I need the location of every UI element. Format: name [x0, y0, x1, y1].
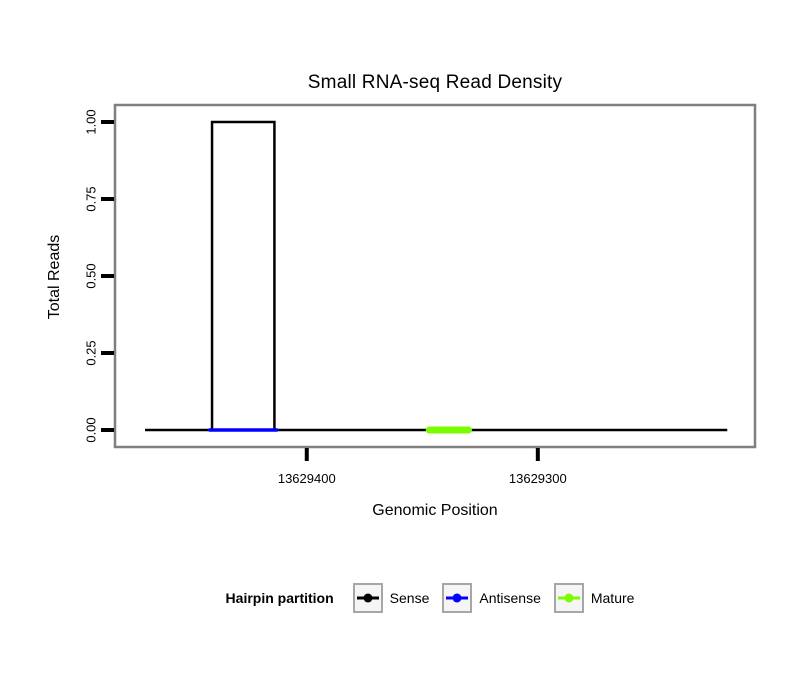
legend-entry-sense: Sense — [352, 583, 430, 613]
y-tick-label: 1.00 — [84, 109, 99, 134]
y-tick-label: 0.25 — [84, 340, 99, 365]
legend: Hairpin partition Sense Antisense Mature — [25, 583, 810, 613]
y-tick-label: 0.50 — [84, 263, 99, 288]
legend-key-glyph-icon — [557, 593, 580, 603]
legend-label: Sense — [389, 590, 430, 606]
legend-label: Mature — [590, 590, 635, 606]
plot-panel — [115, 105, 755, 447]
legend-entry-mature: Mature — [553, 583, 635, 613]
y-axis-label: Total Reads — [46, 234, 63, 320]
legend-key-antisense — [442, 583, 473, 613]
legend-key-mature — [553, 583, 584, 613]
legend-label: Antisense — [479, 590, 541, 606]
plot-panel-border — [113, 103, 757, 449]
series-sense — [145, 120, 728, 432]
x-axis-label: Genomic Position — [372, 502, 498, 519]
legend-entry-antisense: Antisense — [442, 583, 541, 613]
legend-title: Hairpin partition — [225, 590, 334, 606]
y-tick-label: 0.75 — [84, 186, 99, 211]
legend-key-sense — [352, 583, 383, 613]
chart-title: Small RNA-seq Read Density — [307, 72, 563, 93]
x-tick-label: 13629300 — [509, 471, 567, 486]
y-tick-label: 0.00 — [84, 417, 99, 442]
legend-key-glyph-icon — [356, 593, 379, 603]
legend-key-glyph-icon — [446, 593, 469, 603]
x-tick-label: 13629400 — [278, 471, 336, 486]
